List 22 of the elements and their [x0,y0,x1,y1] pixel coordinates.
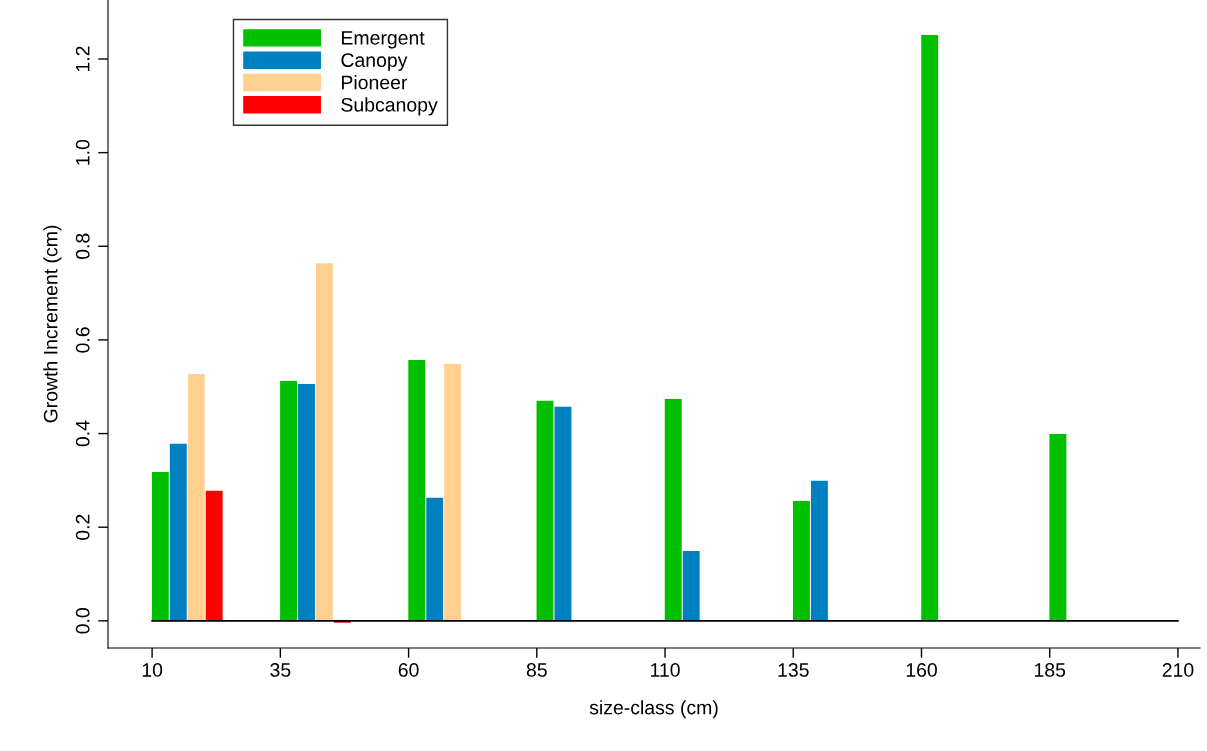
y-tick-label: 0.4 [75,420,90,447]
x-tick-label: 60 [398,663,419,677]
y-tick-label: 0.2 [75,514,90,540]
x-tick-label: 35 [270,663,291,677]
y-tick-label: 0.8 [75,233,90,260]
x-tick-label: 85 [526,663,547,677]
y-tick-label: 1.2 [75,46,90,72]
x-tick-label: 135 [778,663,809,677]
legend-label: Pioneer [342,75,408,90]
x-axis-title: size-class (cm) [589,700,718,719]
y-tick-label: 1.0 [75,139,90,165]
legend-label: Emergent [342,31,425,49]
y-axis-title: Growth Increment (cm) [43,225,62,423]
x-tick-label: 185 [1034,663,1066,677]
y-tick-label: 0.6 [75,327,90,353]
x-tick-label: 160 [906,663,937,677]
x-tick-label: 10 [142,663,163,677]
legend-label: Subcanopy [341,97,438,116]
x-tick-label: 110 [651,663,680,677]
y-tick-label: 0.0 [75,608,90,634]
x-tick-label: 210 [1162,663,1194,677]
legend-label: Canopy [341,53,408,71]
